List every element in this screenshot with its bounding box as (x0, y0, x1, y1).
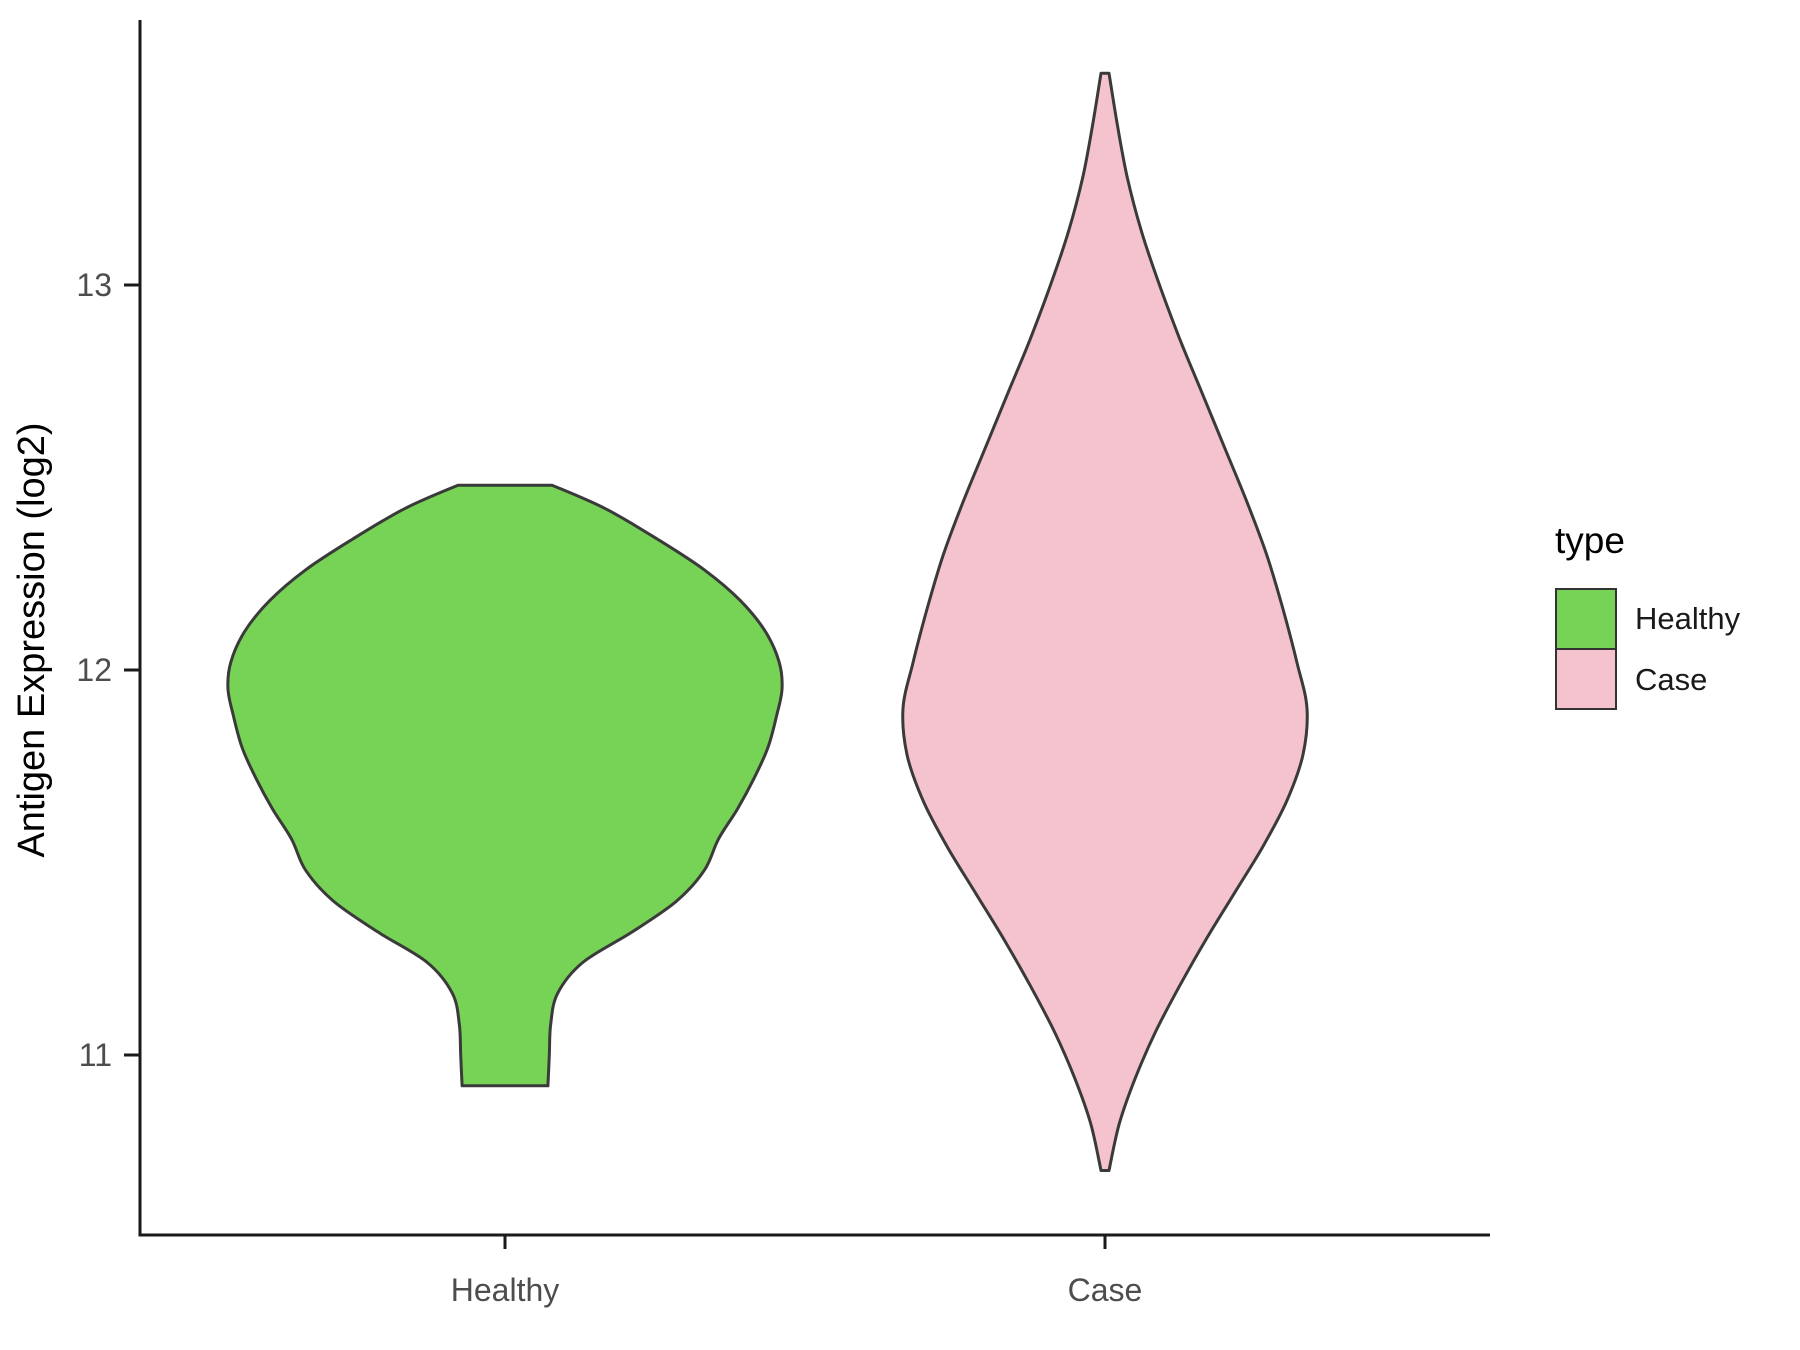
y-tick-label-12: 12 (76, 652, 112, 688)
x-tick-label-case: Case (1068, 1272, 1143, 1308)
violin-healthy (226, 483, 784, 1088)
legend-label-healthy: Healthy (1635, 601, 1741, 636)
y-axis-title: Antigen Expression (log2) (11, 422, 53, 857)
legend-title: type (1555, 520, 1625, 561)
violin-case (901, 71, 1309, 1172)
y-tick-label-13: 13 (76, 267, 112, 303)
legend-label-case: Case (1635, 662, 1708, 697)
legend-key-case (1555, 648, 1617, 710)
legend-entry-case: Case (1555, 648, 1740, 710)
legend-entry-healthy: Healthy (1555, 588, 1740, 650)
x-tick-label-healthy: Healthy (451, 1272, 560, 1308)
legend-key-healthy (1555, 588, 1617, 650)
violins-layer (226, 71, 1309, 1172)
legend-entries: Healthy Case (1555, 588, 1740, 710)
y-tick-label-11: 11 (79, 1037, 112, 1073)
axes-layer: 11 12 13 Healthy Case (76, 20, 1490, 1308)
legend: type Healthy Case (1555, 520, 1740, 710)
